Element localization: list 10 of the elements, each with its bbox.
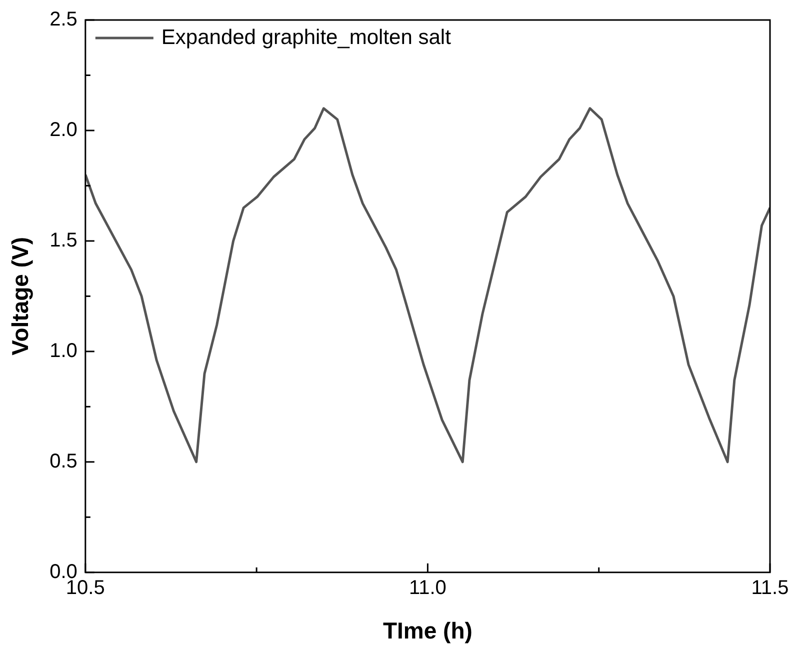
y-axis-title: Voltage (V) <box>7 236 34 356</box>
legend-label: Expanded graphite_molten salt <box>161 26 452 49</box>
y-tick-label: 1.0 <box>50 340 78 362</box>
y-tick-label: 0.5 <box>50 450 78 472</box>
y-tick-label: 2.0 <box>50 118 78 141</box>
y-tick-label: 1.5 <box>50 229 78 252</box>
y-tick-label: 2.5 <box>50 8 78 31</box>
x-axis-title: TIme (h) <box>382 618 472 644</box>
x-tick-label: 11.5 <box>751 576 789 599</box>
x-tick-label: 11.0 <box>408 576 446 599</box>
